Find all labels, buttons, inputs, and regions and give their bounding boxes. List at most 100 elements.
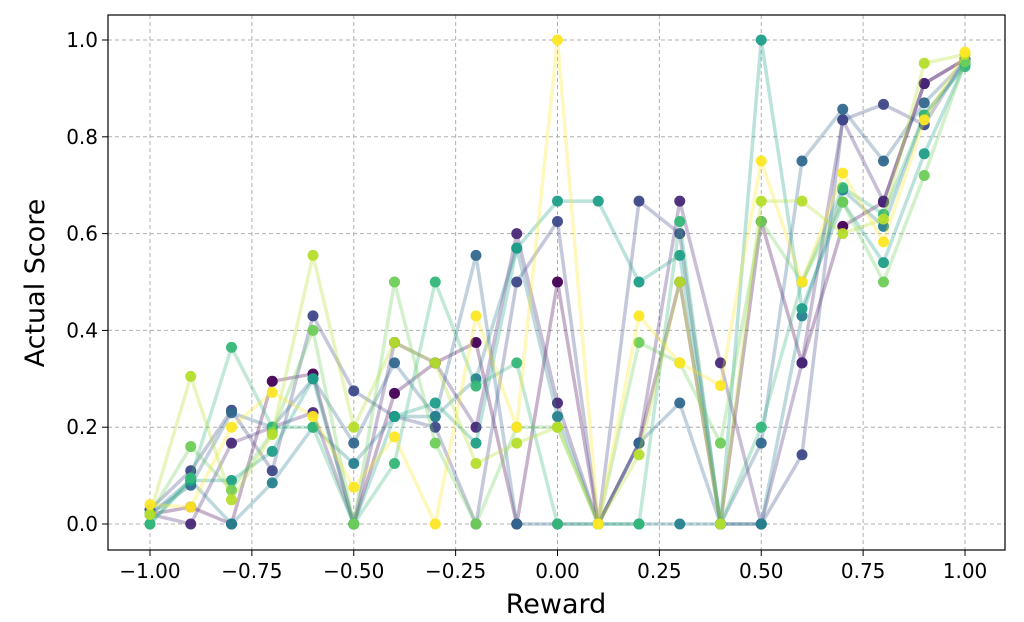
- data-point: [918, 114, 930, 126]
- data-point: [715, 437, 726, 449]
- data-point: [674, 397, 686, 409]
- data-point: [185, 472, 197, 484]
- data-point: [226, 494, 237, 506]
- data-point: [226, 437, 237, 449]
- data-point: [837, 114, 849, 126]
- data-point: [552, 216, 563, 227]
- data-point: [674, 276, 686, 288]
- data-point: [307, 249, 319, 261]
- data-point: [674, 357, 686, 369]
- data-point: [592, 518, 604, 530]
- ticks: −1.00 −0.75 −0.50 −0.25 0.00 0.25 0.50 0.75 1.00…: [66, 28, 987, 583]
- x-axis-label: Reward: [506, 589, 607, 620]
- data-point: [633, 337, 645, 348]
- data-point: [470, 310, 482, 322]
- data-point: [307, 421, 319, 433]
- data-point: [796, 303, 808, 315]
- y-tick-label: 0.2: [66, 415, 98, 439]
- data-point: [918, 97, 930, 109]
- data-point: [715, 357, 726, 369]
- data-point: [878, 236, 889, 248]
- data-point: [429, 397, 441, 409]
- data-point: [674, 216, 686, 227]
- data-point: [389, 431, 400, 443]
- data-point: [878, 213, 889, 225]
- data-point: [552, 397, 563, 409]
- data-point: [552, 34, 563, 46]
- series-9: [144, 49, 971, 530]
- data-point: [755, 155, 767, 167]
- data-point: [837, 182, 849, 194]
- data-point: [185, 441, 197, 453]
- x-tick-label: −0.75: [221, 559, 282, 583]
- data-point: [511, 228, 523, 240]
- data-point: [470, 249, 482, 261]
- data-point: [144, 518, 156, 530]
- series-10: [144, 34, 971, 530]
- data-point: [307, 324, 319, 336]
- data-point: [755, 34, 767, 46]
- data-point: [266, 375, 278, 387]
- data-point: [633, 518, 645, 530]
- data-point: [470, 421, 482, 433]
- data-point: [633, 276, 645, 288]
- data-point: [429, 357, 441, 369]
- y-tick-label: 0.8: [66, 125, 98, 149]
- data-point: [552, 276, 563, 288]
- data-point: [837, 196, 849, 208]
- data-point: [511, 276, 523, 288]
- y-axis-label: Actual Score: [20, 199, 51, 368]
- data-point: [429, 437, 441, 449]
- x-tick-label: 0.25: [637, 559, 682, 583]
- data-point: [389, 387, 400, 399]
- data-point: [755, 437, 767, 449]
- data-point: [348, 421, 360, 433]
- data-point: [633, 195, 645, 207]
- data-point: [878, 195, 889, 207]
- data-point: [266, 386, 278, 398]
- data-point: [918, 57, 930, 69]
- data-point: [878, 257, 889, 269]
- data-point: [511, 421, 523, 433]
- data-point: [918, 78, 930, 90]
- data-point: [429, 276, 441, 288]
- data-point: [266, 428, 278, 440]
- data-point: [348, 458, 360, 469]
- data-point: [674, 249, 686, 261]
- data-point: [633, 449, 645, 461]
- data-point: [633, 310, 645, 322]
- data-point: [185, 501, 197, 513]
- plot-frame: [107, 14, 1006, 551]
- data-point: [552, 195, 563, 207]
- x-tick-label: −0.25: [425, 559, 486, 583]
- data-point: [266, 477, 278, 489]
- data-point: [552, 411, 563, 423]
- data-point: [144, 499, 156, 511]
- data-point: [552, 518, 563, 530]
- series-group: [144, 34, 971, 531]
- data-point: [185, 370, 197, 382]
- data-point: [429, 421, 441, 433]
- data-point: [755, 421, 767, 433]
- data-point: [226, 484, 237, 496]
- data-point: [878, 98, 889, 110]
- data-point: [226, 407, 237, 419]
- data-point: [226, 421, 237, 433]
- data-point: [307, 310, 319, 322]
- data-point: [796, 195, 808, 207]
- data-point: [348, 385, 360, 397]
- data-point: [470, 458, 482, 469]
- y-tick-label: 0.6: [66, 222, 98, 246]
- data-point: [715, 380, 726, 392]
- x-tick-label: 0.00: [535, 559, 580, 583]
- data-point: [266, 445, 278, 457]
- y-tick-label: 1.0: [66, 28, 98, 52]
- data-point: [226, 518, 237, 530]
- data-point: [796, 449, 808, 461]
- data-point: [470, 337, 482, 348]
- x-tick-label: 0.75: [841, 559, 886, 583]
- data-point: [755, 195, 767, 207]
- data-point: [592, 195, 604, 207]
- data-point: [878, 276, 889, 288]
- data-point: [389, 357, 400, 369]
